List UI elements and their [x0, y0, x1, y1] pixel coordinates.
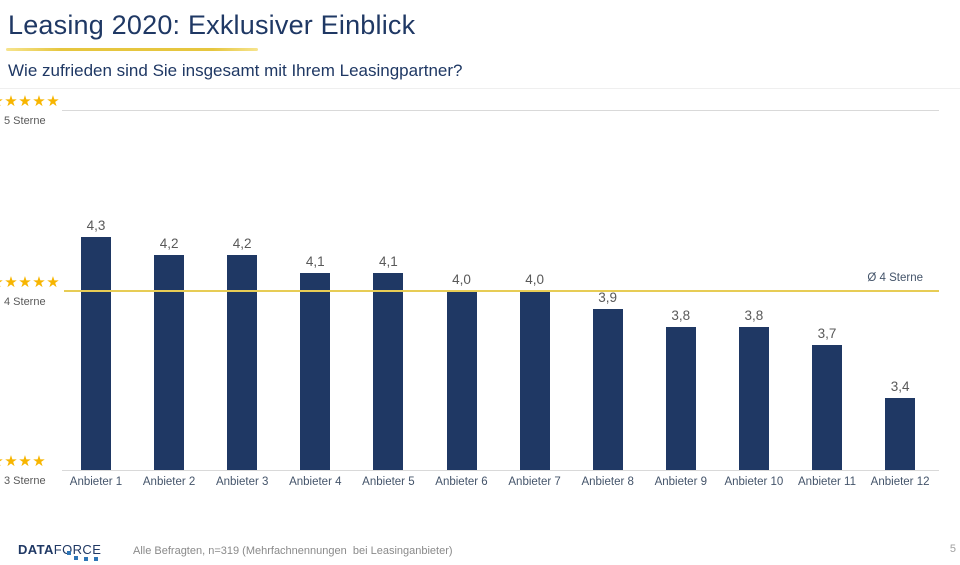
star-icon: ★: [0, 454, 4, 469]
bar-category-label: Anbieter 11: [798, 476, 856, 488]
logo-dot-icon: [94, 557, 98, 561]
bar-value-label: 4,1: [305, 254, 325, 270]
title-underline: [6, 48, 258, 51]
star-icon: ★: [46, 274, 60, 291]
bar-category-label: Anbieter 7: [508, 476, 561, 488]
bar-anbieter-4: [300, 273, 331, 470]
bar-value-label: 3,8: [671, 307, 691, 323]
bar-anbieter-8: [592, 308, 623, 470]
star-rating-4: ★★★★★: [0, 274, 60, 291]
bar-anbieter-1: [81, 237, 111, 470]
bar-value-label: 4,1: [379, 254, 398, 270]
star-icon: ★: [18, 93, 32, 110]
gridline-3-stars-baseline: [62, 470, 939, 471]
star-icon: ★: [32, 453, 46, 470]
bar-category-label: Anbieter 8: [581, 476, 634, 488]
bar-category-label: Anbieter 12: [870, 476, 930, 488]
bar-value-label: 4,3: [86, 218, 106, 234]
bar-value-label: 3,9: [598, 289, 618, 305]
bar-anbieter-10: [738, 326, 769, 470]
bar-category-label: Anbieter 9: [654, 476, 708, 488]
star-icon: ★: [0, 94, 4, 109]
header-divider: [0, 88, 960, 89]
star-icon: ★: [18, 453, 32, 470]
bar-category-label: Anbieter 5: [362, 476, 415, 488]
bar-category-label: Anbieter 6: [435, 476, 488, 488]
y-axis-label: 5 Sterne: [4, 115, 46, 127]
bar-anbieter-11: [812, 344, 842, 470]
chart-question-subtitle: Wie zufrieden sind Sie insgesamt mit Ihr…: [8, 61, 463, 80]
gridline-5-stars: [62, 110, 939, 111]
bar-value-label: 4,0: [452, 272, 471, 287]
sample-footnote: Alle Befragten, n=319 (Mehrfachnennungen…: [133, 545, 453, 557]
bar-anbieter-3: [227, 255, 258, 470]
star-icon: ★: [32, 93, 46, 110]
star-rating-5: ★★★★★: [0, 93, 60, 110]
star-icon: ★: [4, 453, 18, 470]
y-axis-label: 3 Sterne: [4, 475, 46, 487]
bar-category-label: Anbieter 3: [215, 476, 269, 488]
star-icon: ★: [4, 93, 18, 110]
bar-anbieter-12: [885, 398, 916, 470]
bar-category-label: Anbieter 1: [69, 476, 123, 488]
bar-category-label: Anbieter 2: [142, 476, 196, 488]
logo-text-bold: DATA: [18, 542, 54, 557]
dataforce-logo: DATAFORCE: [18, 542, 101, 557]
page-title: Leasing 2020: Exklusiver Einblick: [8, 10, 416, 40]
y-axis-label: 4 Sterne: [4, 296, 46, 308]
star-icon: ★: [4, 274, 18, 291]
average-reference-label: Ø 4 Sterne: [867, 272, 923, 284]
star-icon: ★: [46, 93, 60, 110]
logo-dot-icon: [84, 557, 88, 561]
bar-value-label: 4,2: [159, 236, 179, 252]
bar-anbieter-5: [373, 273, 404, 470]
star-icon: ★: [18, 274, 32, 291]
logo-text-light: FORCE: [53, 542, 102, 557]
bar-anbieter-7: [519, 291, 550, 470]
bar-value-label: 4,2: [232, 236, 252, 252]
average-reference-line: [64, 290, 939, 292]
bar-value-label: 4,0: [525, 272, 544, 287]
bar-category-label: Anbieter 4: [289, 476, 342, 488]
page-number: 5: [949, 543, 956, 555]
star-rating-3: ★★★★: [0, 453, 46, 470]
logo-dot-icon: [74, 556, 78, 560]
star-icon: ★: [0, 275, 4, 290]
bar-value-label: 3,4: [890, 379, 910, 395]
bar-value-label: 3,8: [744, 307, 764, 323]
bar-anbieter-2: [154, 255, 185, 470]
bar-anbieter-6: [446, 291, 477, 470]
logo-dot-icon: [67, 551, 71, 555]
bar-value-label: 3,7: [817, 325, 837, 341]
bar-anbieter-9: [665, 326, 696, 470]
bar-category-label: Anbieter 10: [724, 476, 784, 488]
star-icon: ★: [32, 274, 46, 291]
